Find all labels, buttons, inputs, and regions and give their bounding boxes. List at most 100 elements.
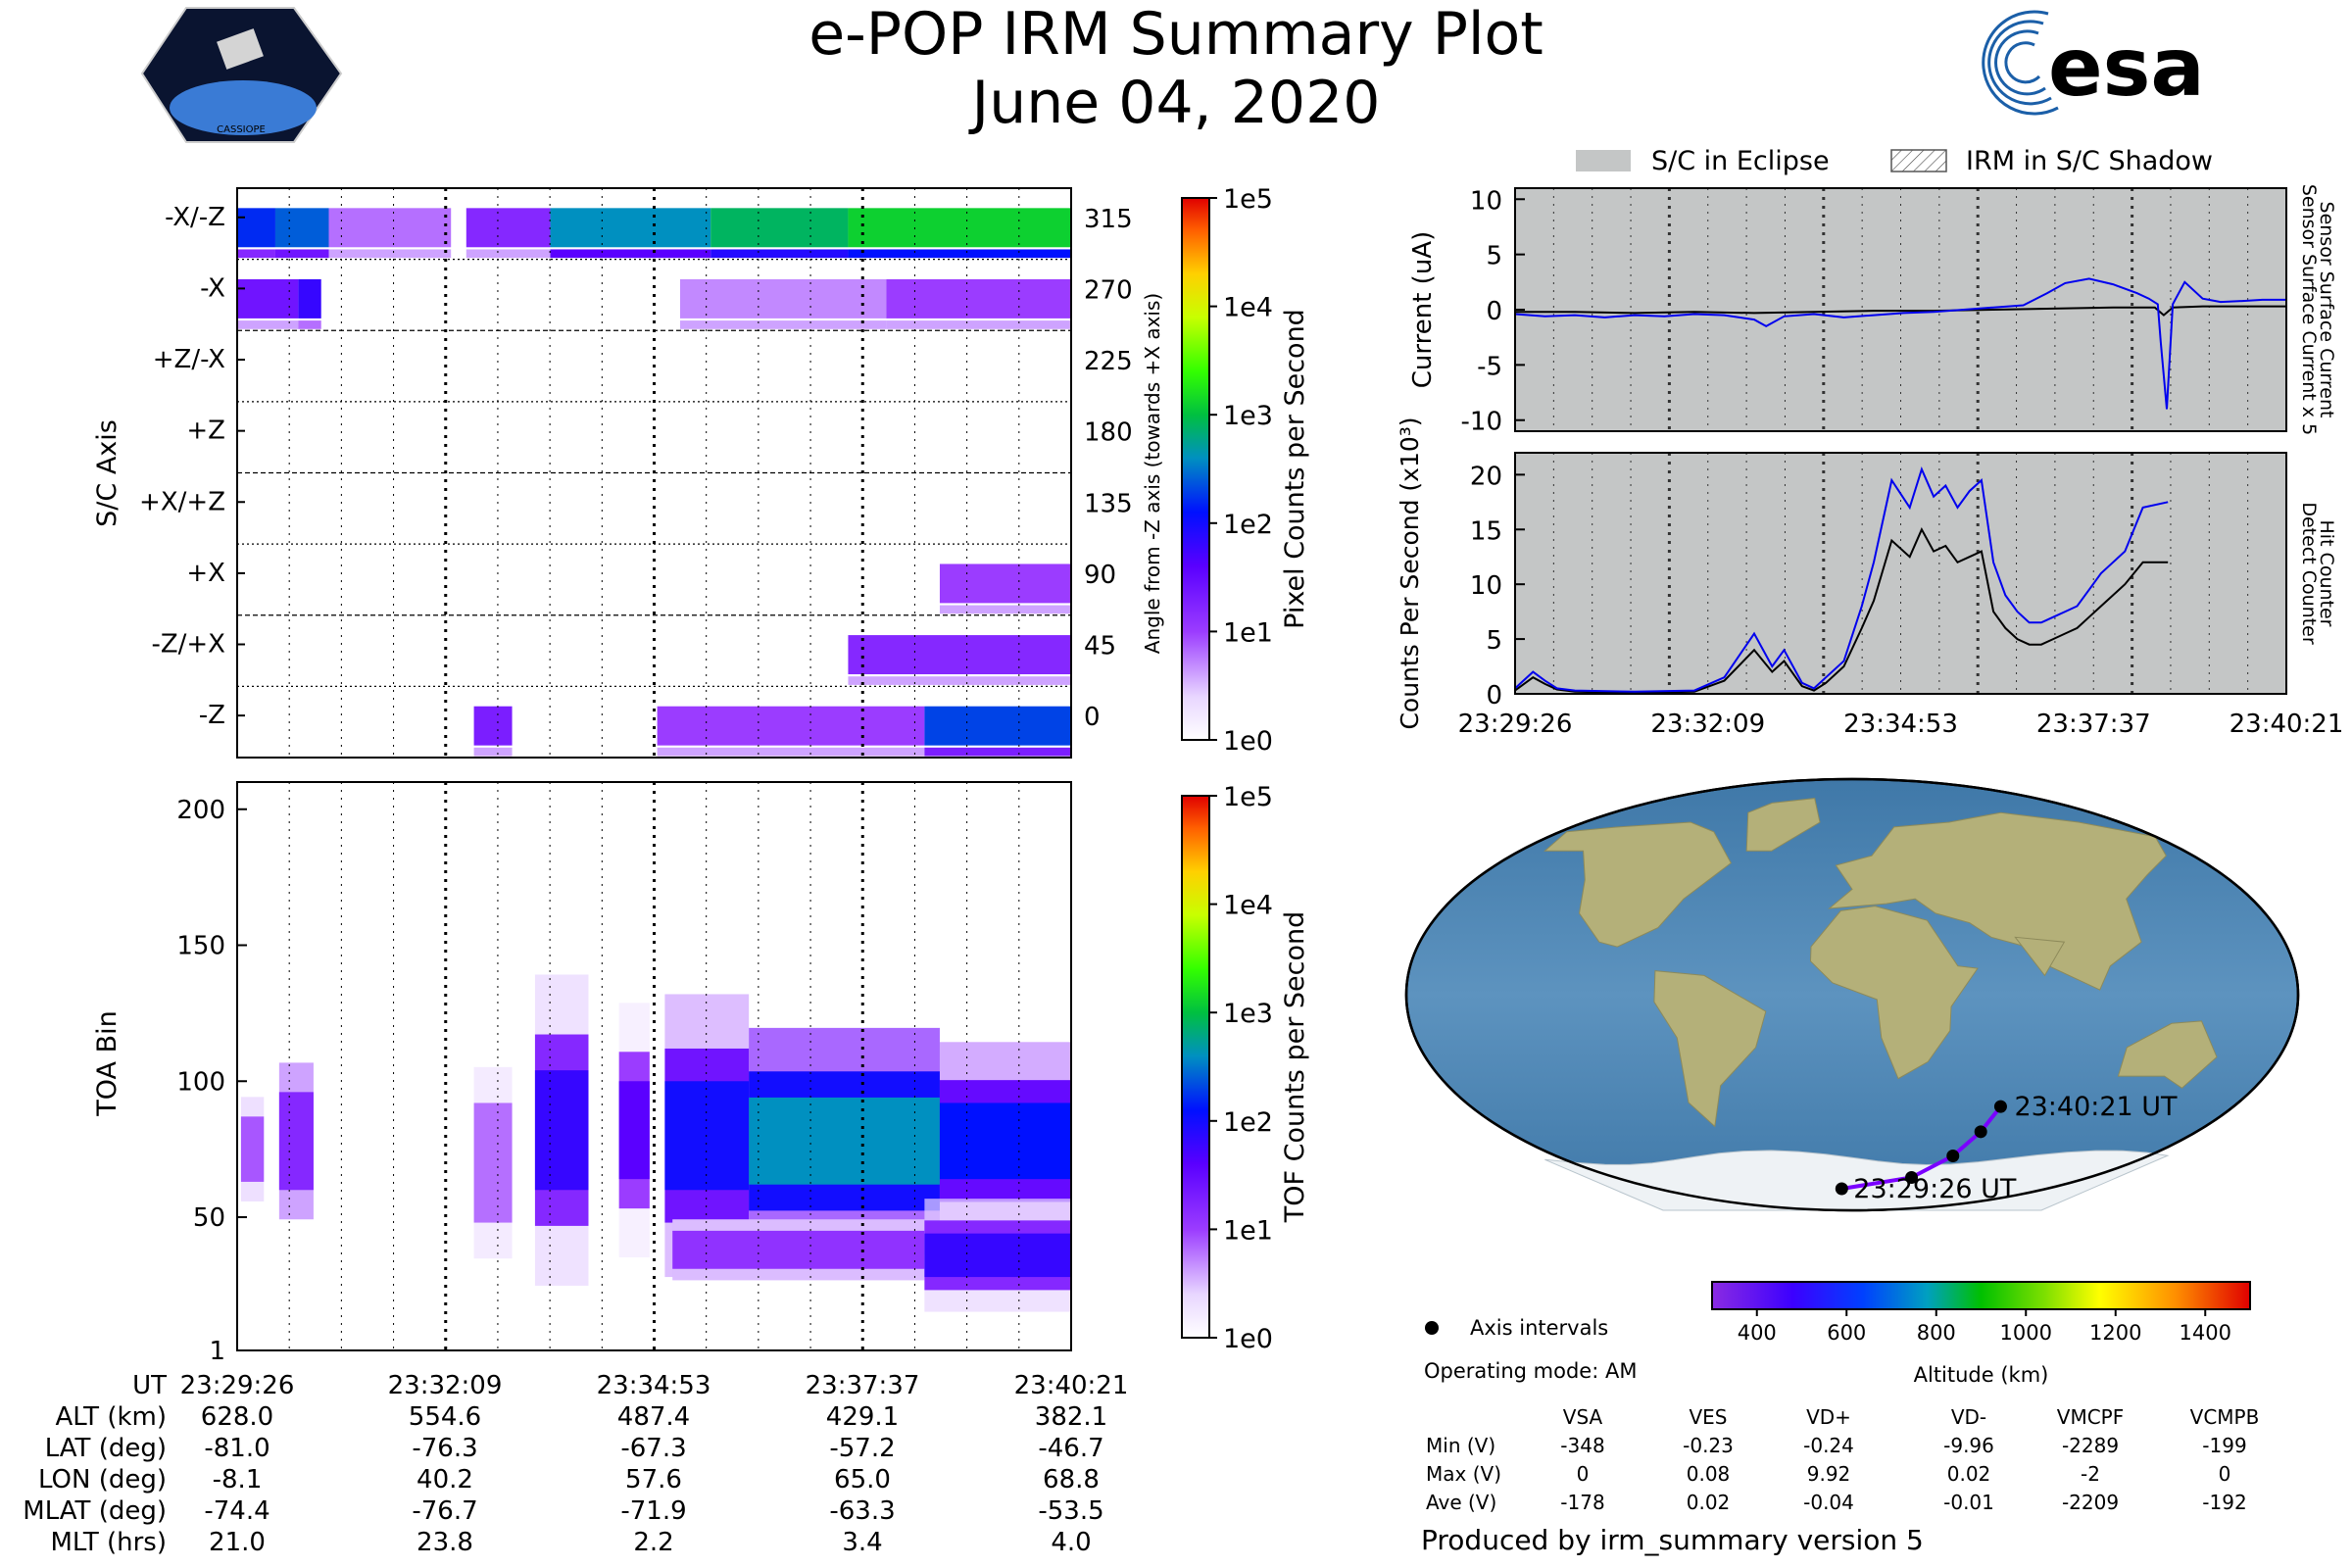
pixel-band-edge-7 xyxy=(237,320,299,329)
toa-ytick-label: 200 xyxy=(176,796,225,825)
right-series-label: Hit Counter xyxy=(2316,520,2337,627)
pixel-band-edge-3 xyxy=(466,249,551,259)
eclipse-swatch xyxy=(1576,150,1631,172)
pixel-frame xyxy=(236,187,1072,759)
pixel-band-edge-15 xyxy=(924,747,1071,757)
map-land-1 xyxy=(1653,970,1767,1128)
ephem-cell: 487.4 xyxy=(617,1402,690,1432)
colorbar-gradient xyxy=(1181,795,1210,1339)
axis-interval-dot-icon xyxy=(1425,1321,1439,1335)
volt-cell: -192 xyxy=(2202,1491,2246,1514)
map-land-0 xyxy=(1544,821,1732,948)
pixel-band-edge-8 xyxy=(298,320,321,329)
ephem-cell: 382.1 xyxy=(1035,1402,1107,1432)
ephem-cell: 429.1 xyxy=(826,1402,899,1432)
time-tick-label: 23:29:26 xyxy=(1458,710,1573,739)
mission-badge: CASSIOPE xyxy=(140,7,343,143)
voltage-table: VSA VES VD+ VD- VMCPF VCMPB Min (V) -348 -0.23 -0… xyxy=(1426,1405,2259,1514)
ephem-cell: 21.0 xyxy=(209,1528,266,1557)
line-ytick-label: -10 xyxy=(1461,408,1502,437)
line-ytick-label: 10 xyxy=(1470,186,1502,216)
angle-tick-label: 135 xyxy=(1084,489,1133,518)
ephem-cell: 40.2 xyxy=(416,1465,473,1494)
eclipse-legend: S/C in Eclipse IRM in S/C Shadow xyxy=(1576,146,2213,176)
angle-tick-label: 270 xyxy=(1084,275,1133,305)
ephem-cell: 23.8 xyxy=(416,1528,473,1557)
series-hit-counter xyxy=(1514,527,2169,694)
track-point xyxy=(1835,1182,1848,1196)
line-ytick-label: 5 xyxy=(1486,626,1502,656)
volt-cell: 0.02 xyxy=(1947,1462,1991,1486)
pixel-band-11 xyxy=(939,564,1071,604)
volt-cell: 0 xyxy=(1577,1462,1590,1486)
pixel-band-edge-11 xyxy=(939,605,1071,614)
volt-col-header: VMCPF xyxy=(2057,1405,2124,1429)
ephem-cell: -74.4 xyxy=(204,1496,270,1526)
colorbar-label: Pixel Counts per Second xyxy=(1280,309,1310,629)
pixel-band-15 xyxy=(924,706,1071,746)
counts-plot: 20 15 10 5 0 Counts Per Second (x10³) Detect C… xyxy=(1396,416,2343,739)
colorbar-tick-label: 1e0 xyxy=(1223,726,1273,757)
volt-cell: 0.02 xyxy=(1687,1491,1731,1514)
toa-blob-5-layer-2 xyxy=(664,1081,750,1191)
volt-cell: -0.01 xyxy=(1943,1491,1994,1514)
volt-row-label: Min (V) xyxy=(1426,1434,1495,1457)
row-label: -X/-Z xyxy=(165,203,225,232)
row-label: -Z xyxy=(199,701,225,730)
pixel-band-8 xyxy=(298,278,321,318)
pixel-band-edge-9 xyxy=(679,320,887,329)
volt-cell: -0.04 xyxy=(1803,1491,1854,1514)
ephem-cell: 3.4 xyxy=(842,1528,882,1557)
toa-blob-7-layer-2 xyxy=(939,1102,1071,1180)
toa-blob-4-layer-2 xyxy=(618,1081,650,1180)
volt-col-header: VD+ xyxy=(1806,1405,1851,1429)
row-label: +Z xyxy=(186,416,225,446)
volt-cell: -348 xyxy=(1560,1434,1604,1457)
map-land-4 xyxy=(2117,1020,2218,1089)
volt-col-header: VSA xyxy=(1563,1405,1603,1429)
pixel-band-9 xyxy=(679,278,887,318)
pixel-ylabel: S/C Axis xyxy=(92,419,122,527)
map-border xyxy=(1404,777,2300,1212)
colorbar-tick-label: 1e5 xyxy=(1223,782,1273,812)
ephem-cell: 68.8 xyxy=(1043,1465,1100,1494)
pixel-band-edge-13 xyxy=(473,747,513,757)
toa-blob-8-layer-2 xyxy=(672,1230,925,1269)
toa-blob-3-layer-2 xyxy=(534,1070,589,1191)
series-sensor-surface-current xyxy=(1515,305,2286,317)
line-frame xyxy=(1514,452,2287,695)
pixel-band-edge-6 xyxy=(848,249,1071,259)
toa-ytick-label: 1 xyxy=(209,1337,225,1366)
pixel-band-edge-5 xyxy=(710,249,849,259)
colorbar-tick-label: 1e1 xyxy=(1223,1215,1273,1246)
ephem-cell: -8.1 xyxy=(213,1465,263,1494)
line-ytick-label: 0 xyxy=(1486,681,1502,710)
series-sensor-surface-current-x- xyxy=(1514,277,2286,410)
ephem-cell: -81.0 xyxy=(204,1434,270,1463)
altitude-tick-label: 800 xyxy=(1917,1321,1956,1345)
ephem-row-label: LAT (deg) xyxy=(45,1434,167,1463)
row-label: -Z/+X xyxy=(151,630,225,660)
altitude-colorbar: 400 600 800 1000 1200 1400 Altitude (km) xyxy=(1711,1281,2251,1387)
volt-cell: -0.24 xyxy=(1803,1434,1854,1457)
volt-col-header: VCMPB xyxy=(2190,1405,2260,1429)
track-point xyxy=(1993,1100,2007,1113)
altitude-tick-label: 600 xyxy=(1827,1321,1866,1345)
map-land-3 xyxy=(1809,906,1979,1080)
ephem-cell: -76.3 xyxy=(412,1434,477,1463)
ephemeris-table: UT 23:29:26 23:32:09 23:34:53 23:37:37 23:40:… xyxy=(23,1371,1128,1557)
esa-wordmark: esa xyxy=(2048,22,2205,115)
toa-blob-0-layer-2 xyxy=(240,1116,265,1182)
time-tick-label: 23:40:21 xyxy=(2230,710,2344,739)
toa-ytick-label: 50 xyxy=(193,1203,225,1233)
map-ocean xyxy=(1404,777,2300,1212)
row-label: +Z/-X xyxy=(153,345,225,374)
track-point xyxy=(1974,1125,1987,1139)
pixel-band-7 xyxy=(237,278,299,318)
ground-track-map: 23:29:26 UT 23:40:21 UT xyxy=(1404,777,2300,1212)
ephem-cell: -63.3 xyxy=(829,1496,895,1526)
colorbar-tick-label: 1e4 xyxy=(1223,891,1273,921)
toa-blob-9-layer-2 xyxy=(924,1233,1071,1278)
colorbar-label: TOF Counts per Second xyxy=(1280,911,1310,1224)
